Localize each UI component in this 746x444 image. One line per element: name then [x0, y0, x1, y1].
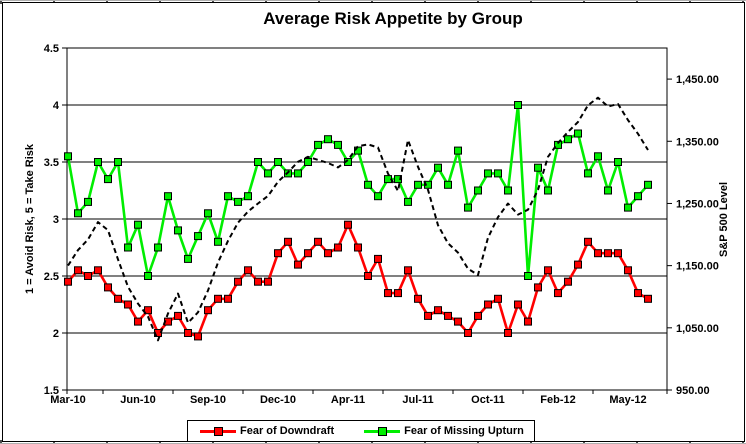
legend: Fear of Downdraft Fear of Missing Upturn — [187, 420, 535, 442]
legend-entry-fear-of-missing-upturn: Fear of Missing Upturn — [364, 425, 524, 437]
svg-text:1.5: 1.5 — [44, 385, 59, 397]
svg-text:1,350.00: 1,350.00 — [676, 136, 719, 148]
series-s-p-500-level — [67, 96, 649, 342]
axis-tick-labels: 4.5 4 3.5 3 2.5 2 1.5 1,450.00 1,350.00 1,250.00 1… — [44, 43, 719, 406]
svg-text:Jun-10: Jun-10 — [120, 394, 155, 406]
svg-text:1,150.00: 1,150.00 — [676, 261, 719, 273]
legend-label: Fear of Downdraft — [240, 425, 335, 437]
svg-text:May-12: May-12 — [609, 394, 646, 406]
svg-text:Oct-11: Oct-11 — [471, 394, 505, 406]
series-fear-of-missing-upturn — [64, 101, 652, 280]
svg-text:Mar-10: Mar-10 — [50, 394, 85, 406]
svg-text:Dec-10: Dec-10 — [260, 394, 296, 406]
svg-text:950.00: 950.00 — [676, 385, 710, 397]
axis-ticks — [62, 47, 672, 394]
chart-title: Average Risk Appetite by Group — [263, 9, 523, 28]
svg-text:2: 2 — [53, 328, 59, 340]
svg-text:Sep-10: Sep-10 — [190, 394, 226, 406]
legend-entry-fear-of-downdraft: Fear of Downdraft — [200, 425, 334, 437]
plot-border — [66, 47, 668, 391]
svg-text:Feb-12: Feb-12 — [540, 394, 575, 406]
svg-text:Apr-11: Apr-11 — [331, 394, 365, 406]
svg-text:3.5: 3.5 — [44, 157, 59, 169]
series-fear-of-downdraft — [64, 220, 652, 341]
svg-text:1,450.00: 1,450.00 — [676, 74, 719, 86]
svg-text:1,250.00: 1,250.00 — [676, 198, 719, 210]
svg-text:Jul-11: Jul-11 — [402, 394, 433, 406]
green-line-marker-icon — [364, 426, 401, 436]
svg-text:3: 3 — [53, 214, 59, 226]
svg-text:2.5: 2.5 — [44, 271, 59, 283]
svg-text:4: 4 — [53, 100, 60, 112]
legend-label: Fear of Missing Upturn — [404, 425, 524, 437]
gridlines — [67, 47, 667, 391]
svg-text:1,050.00: 1,050.00 — [676, 323, 719, 335]
red-line-marker-icon — [200, 426, 236, 436]
svg-text:4.5: 4.5 — [44, 43, 59, 55]
